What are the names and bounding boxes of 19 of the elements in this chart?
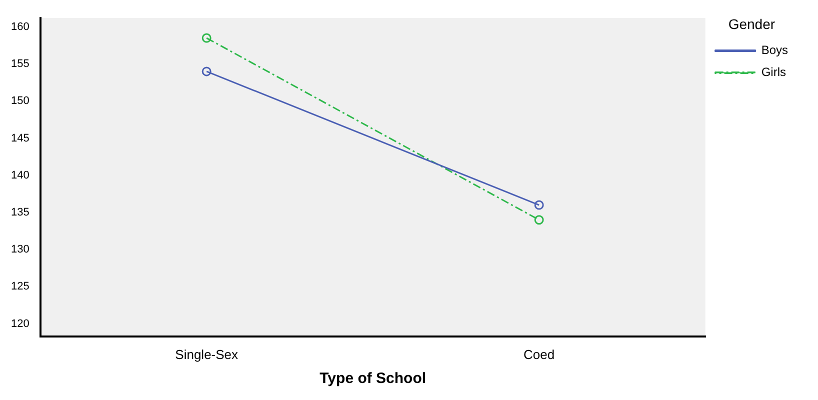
point (534, 200, 544, 210)
y-tick-label: 150 (10, 95, 30, 108)
x-axis-title: Type of School (320, 370, 426, 388)
legend-title: Gender (728, 16, 776, 32)
x-tick-label: Single-Sex (175, 346, 239, 362)
y-tick-label: 145 (10, 132, 30, 144)
point (534, 215, 544, 225)
legend-label: Girls (761, 65, 786, 80)
y-tick-label: 130 (10, 244, 30, 256)
y-tick-label: 135 (10, 206, 30, 218)
y-tick-label: 160 (10, 20, 30, 33)
point (202, 66, 212, 76)
y-tick-label: 155 (10, 58, 30, 70)
y-tick-label: 125 (10, 280, 30, 293)
point (202, 33, 212, 43)
x-tick-label: Coed (524, 346, 555, 362)
legend-label: Boys (761, 43, 788, 58)
y-tick-label: 120 (10, 318, 30, 330)
y-tick-label: 140 (10, 169, 30, 182)
